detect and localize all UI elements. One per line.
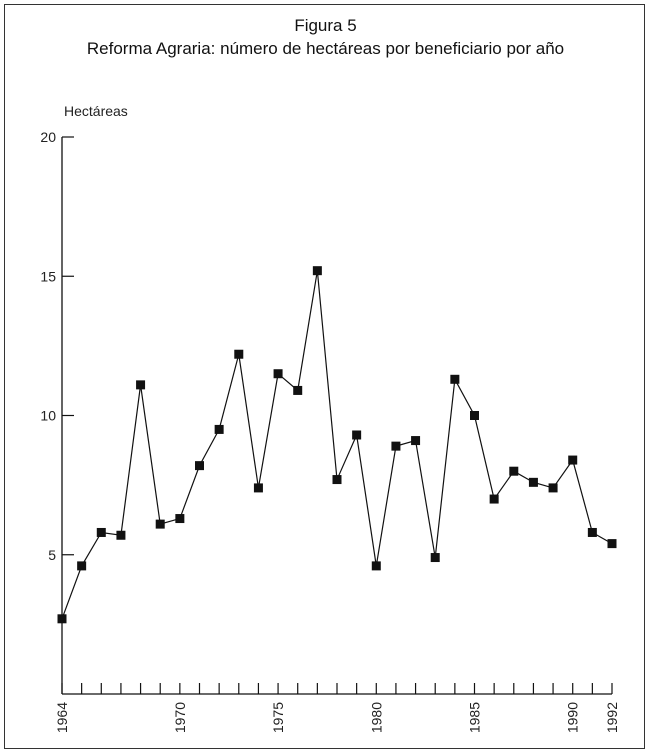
data-point — [116, 530, 126, 540]
chart-title: Figura 5 — [294, 16, 357, 35]
ticks: 5 10 15 20 1964 1970 1975 1980 1985 1990 1992 — [40, 129, 620, 733]
data-point — [234, 349, 244, 359]
figure-frame: Figura 5 Reforma Agraria: número de hect… — [4, 4, 645, 749]
y-tick-label: 15 — [40, 268, 56, 284]
data-point — [548, 483, 558, 493]
data-point — [411, 436, 421, 446]
chart-subtitle: Reforma Agraria: número de hectáreas por… — [86, 39, 565, 58]
data-point — [293, 385, 303, 395]
title-block: Figura 5 Reforma Agraria: número de hect… — [5, 15, 646, 60]
data-point — [568, 455, 578, 465]
y-tick-label: 10 — [40, 408, 56, 424]
data-point — [312, 266, 322, 276]
x-tick-label: 1980 — [368, 702, 384, 733]
data-point — [391, 441, 401, 451]
data-point — [587, 527, 597, 537]
series-line — [61, 270, 613, 620]
data-point — [470, 411, 479, 420]
series-line-group — [61, 270, 613, 620]
data-point — [77, 561, 87, 571]
data-point — [430, 553, 440, 563]
data-point — [607, 539, 617, 549]
data-point — [332, 475, 342, 485]
data-point — [57, 614, 67, 624]
data-point — [273, 369, 283, 379]
data-point — [253, 483, 263, 493]
data-points — [57, 266, 617, 624]
data-point — [155, 519, 165, 529]
y-tick-label: 5 — [48, 547, 56, 563]
x-tick-label: 1975 — [270, 702, 286, 733]
x-tick-label: 1990 — [565, 702, 581, 733]
x-tick-label: 1985 — [467, 702, 483, 733]
data-point — [450, 374, 460, 384]
y-tick-label: 20 — [40, 129, 56, 145]
data-point — [371, 561, 381, 571]
data-point — [214, 424, 224, 434]
data-point — [509, 466, 519, 476]
data-point — [489, 494, 499, 504]
data-point — [352, 430, 362, 440]
data-point — [136, 380, 146, 390]
x-tick-label: 1992 — [604, 702, 620, 733]
data-point — [195, 461, 204, 471]
x-tick-label: 1964 — [54, 702, 70, 733]
data-point — [528, 477, 538, 487]
data-point — [96, 527, 106, 537]
x-tick-label: 1970 — [172, 702, 188, 733]
y-axis-label: Hectáreas — [64, 103, 128, 119]
data-point — [175, 514, 185, 524]
